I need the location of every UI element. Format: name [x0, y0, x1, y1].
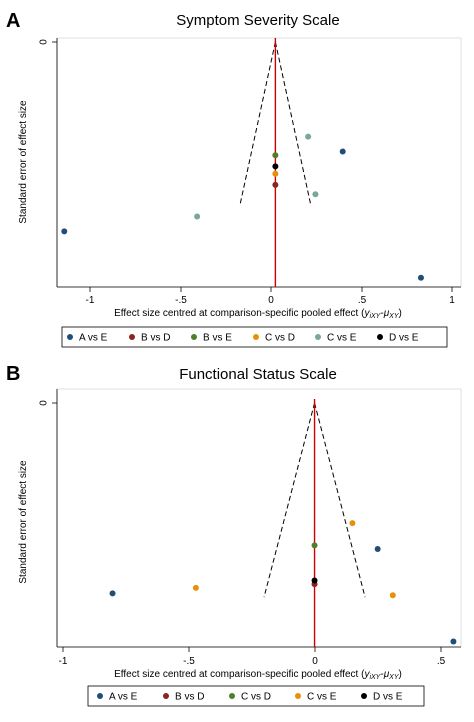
legend-label: B vs E: [203, 333, 232, 344]
data-point: [417, 274, 424, 281]
funnel-left-line: [239, 41, 276, 206]
x-tick-label: -1: [59, 656, 68, 667]
funnel-right-line: [314, 402, 366, 598]
legend-marker: [129, 334, 135, 340]
legend: A vs E B vs D C vs D C vs E D vs E: [97, 692, 403, 703]
panel-label: A: [6, 10, 20, 32]
x-tick-label: -.5: [183, 656, 195, 667]
x-tick-label: 0: [312, 656, 318, 667]
plot-area: [56, 37, 462, 288]
legend-label: C vs D: [241, 692, 271, 703]
data-point: [349, 520, 356, 527]
legend-label: D vs E: [389, 333, 419, 344]
x-tick-label: .5: [358, 295, 367, 306]
legend-box: [87, 685, 425, 707]
x-tick-label: -.5: [175, 295, 187, 306]
chart-title: Symptom Severity Scale: [176, 12, 339, 29]
data-point: [305, 133, 312, 140]
x-tick-label: 0: [268, 295, 274, 306]
y-axis-label: Standard error of effect size: [18, 100, 29, 224]
legend-marker: [67, 334, 73, 340]
legend: A vs E B vs D B vs E C vs D C vs E D vs E: [67, 333, 419, 344]
x-tick-label: -1: [86, 295, 95, 306]
legend-marker: [315, 334, 321, 340]
funnel-right-line: [274, 41, 312, 206]
x-ticks: -1 -.5 0 .5 1: [86, 287, 455, 306]
chart-title: Functional Status Scale: [179, 366, 337, 383]
x-ticks: -1 -.5 0 .5: [59, 647, 446, 667]
data-point: [272, 181, 279, 188]
legend-label: C vs E: [327, 333, 357, 344]
data-point: [312, 191, 319, 198]
legend-marker: [229, 693, 235, 699]
data-point: [311, 577, 318, 584]
legend-marker: [191, 334, 197, 340]
data-point: [339, 148, 346, 155]
data-point: [272, 170, 279, 177]
data-point: [311, 542, 318, 549]
plot-area: [56, 388, 462, 648]
y-axis-label: Standard error of effect size: [18, 460, 29, 584]
data-point: [374, 546, 381, 553]
data-point: [389, 592, 396, 599]
data-point: [194, 213, 201, 220]
legend-label: C vs E: [307, 692, 337, 703]
legend-label: B vs D: [141, 333, 170, 344]
legend-label: C vs D: [265, 333, 295, 344]
x-tick-label: 1: [449, 295, 455, 306]
panel-a: A Symptom Severity Scale 0 Standard erro…: [6, 10, 462, 348]
y-tick-label: 0: [39, 39, 50, 45]
data-point: [192, 584, 199, 591]
data-point: [450, 638, 457, 645]
legend-label: D vs E: [373, 692, 403, 703]
legend-marker: [253, 334, 259, 340]
plot-marks: [61, 38, 424, 287]
x-tick-label: .5: [437, 656, 446, 667]
legend-marker: [361, 693, 367, 699]
legend-label: A vs E: [79, 333, 108, 344]
data-point: [109, 590, 116, 597]
panel-b: B Functional Status Scale 0 Standard err…: [6, 363, 462, 707]
legend-marker: [97, 693, 103, 699]
data-point: [272, 163, 279, 170]
y-tick-label: 0: [39, 400, 50, 406]
data-point: [61, 228, 68, 235]
legend-marker: [377, 334, 383, 340]
legend-label: A vs E: [109, 692, 138, 703]
legend-label: B vs D: [175, 692, 204, 703]
legend-marker: [163, 693, 169, 699]
panel-label: B: [6, 363, 20, 385]
x-axis-label: Effect size centred at comparison-specif…: [114, 308, 402, 320]
x-axis-label: Effect size centred at comparison-specif…: [114, 669, 402, 681]
data-point: [272, 152, 279, 159]
funnel-left-line: [263, 402, 316, 598]
legend-marker: [295, 693, 301, 699]
plot-marks: [109, 399, 457, 647]
